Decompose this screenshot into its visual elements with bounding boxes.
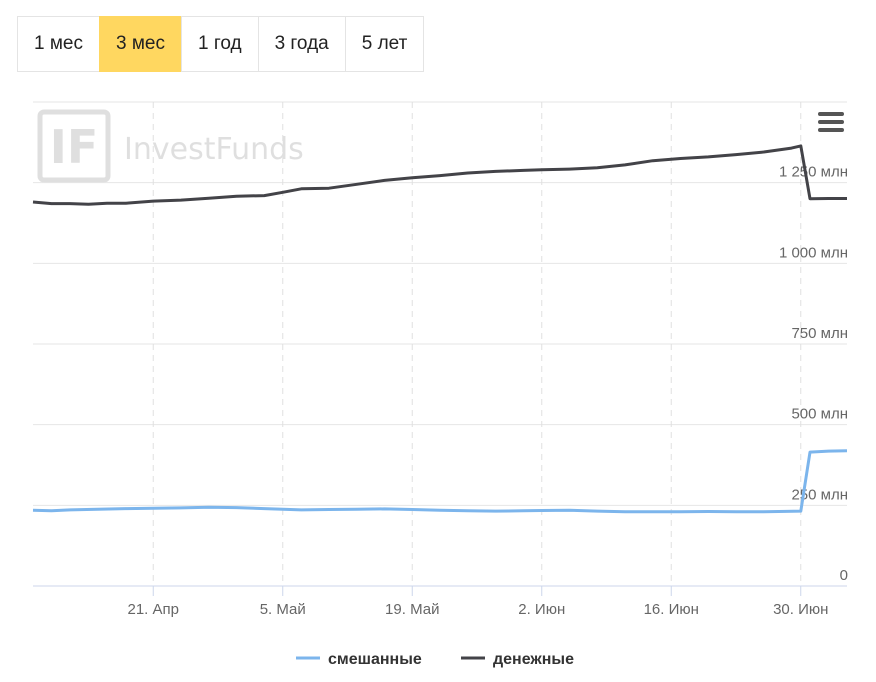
grid	[33, 101, 847, 587]
series-line-0[interactable]	[32, 449, 848, 514]
legend-item-1[interactable]: денежные	[461, 651, 574, 668]
y-tick-label: 0	[840, 567, 848, 584]
period-button-4[interactable]: 5 лет	[344, 16, 425, 72]
y-tick-label: 250 млн	[791, 486, 848, 503]
watermark-logo: IF InvestFunds	[37, 109, 304, 183]
period-button-2[interactable]: 1 год	[180, 16, 258, 72]
x-tick-label: 2. Июн	[518, 601, 565, 618]
period-button-0[interactable]: 1 мес	[17, 16, 99, 72]
legend-label: денежные	[493, 651, 574, 668]
x-tick-label: 5. Май	[260, 601, 306, 618]
x-tick-label: 16. Июн	[644, 601, 699, 618]
series-layer	[32, 144, 848, 514]
period-button-1[interactable]: 3 мес	[98, 16, 181, 72]
legend-label: смешанные	[328, 651, 422, 668]
chart: IF InvestFunds 21. Апр 5. Май 19. Май 2. Ию…	[32, 101, 848, 668]
x-tick-label: 30. Июн	[773, 601, 828, 618]
menu-icon[interactable]	[818, 112, 844, 132]
x-tick-label: 19. Май	[385, 601, 439, 618]
period-button-3[interactable]: 3 года	[257, 16, 345, 72]
y-tick-label: 1 250 млн	[779, 164, 848, 181]
y-tick-label: 1 000 млн	[779, 244, 848, 261]
svg-text:IF: IF	[50, 120, 99, 174]
series-line-1[interactable]	[32, 144, 847, 206]
y-axis: 0 250 млн 500 млн 750 млн 1 000 млн 1 250 млн	[779, 164, 848, 584]
x-axis: 21. Апр 5. Май 19. Май 2. Июн 16. Июн 30. Июн	[128, 586, 828, 618]
legend: смешанные денежные	[296, 651, 574, 668]
y-tick-label: 500 млн	[791, 406, 848, 423]
x-tick-label: 21. Апр	[128, 601, 180, 618]
legend-item-0[interactable]: смешанные	[296, 651, 422, 668]
period-selector: 1 мес 3 мес 1 год 3 года 5 лет	[17, 16, 425, 72]
y-tick-label: 750 млн	[791, 325, 848, 342]
watermark-text: InvestFunds	[124, 132, 304, 167]
